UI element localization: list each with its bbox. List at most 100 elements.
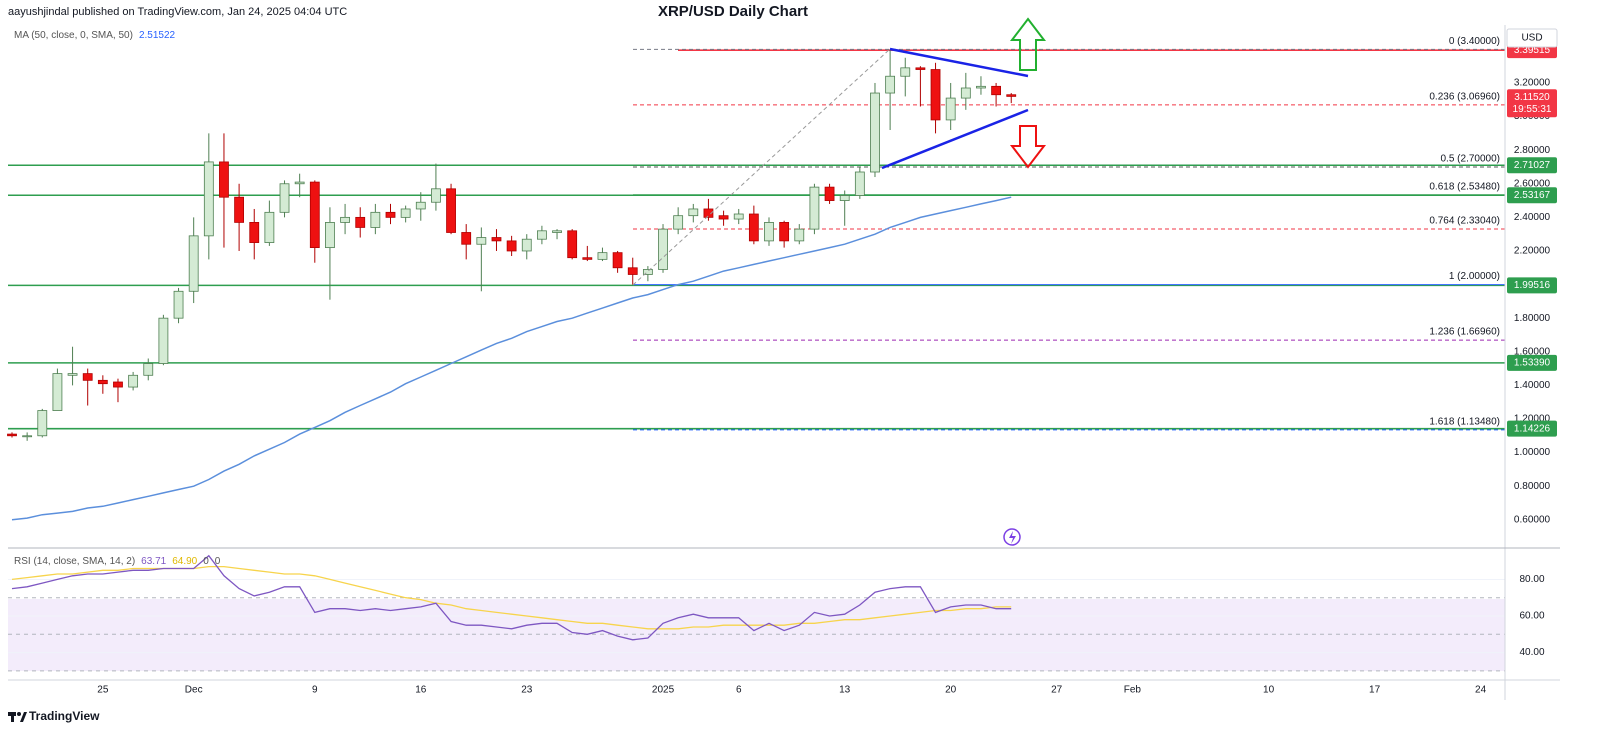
rsi-band	[8, 599, 1505, 671]
price-tag-label: 3.11520	[1514, 92, 1550, 103]
candle-body	[521, 238, 532, 252]
event-icon[interactable]	[1003, 528, 1021, 546]
fib-label: 1.618 (1.13480)	[1429, 417, 1500, 428]
candle-body	[128, 374, 139, 388]
x-tick-label: Dec	[185, 685, 203, 696]
candle-body	[52, 373, 63, 411]
candle-body	[991, 85, 1001, 96]
candle-body	[355, 216, 366, 228]
price-tag-label: 3.39515	[1514, 45, 1551, 56]
price-tag	[1507, 420, 1557, 437]
candle-body	[703, 208, 714, 218]
candle-body	[476, 237, 487, 245]
published-note: aayushjindal published on TradingView.co…	[8, 6, 347, 18]
y-tick-label: 0.60000	[1514, 514, 1551, 525]
candle-body	[658, 228, 668, 270]
x-tick-label: Feb	[1124, 685, 1142, 696]
ma-line	[11, 196, 1012, 521]
countdown: 19:55:31	[1513, 104, 1552, 115]
rsi-line	[11, 554, 1012, 641]
price-tag	[1507, 157, 1557, 174]
candle-body	[885, 75, 896, 94]
candle-body	[642, 269, 653, 275]
price-tag-label: 1.99516	[1514, 280, 1551, 291]
candle-body	[113, 381, 123, 388]
ma-value: 2.51522	[139, 30, 176, 41]
candle-body	[431, 188, 441, 203]
x-tick-label: 23	[521, 685, 533, 696]
candle-body	[809, 186, 820, 230]
candle-body	[688, 208, 699, 217]
y-tick-label: 2.20000	[1514, 246, 1551, 257]
price-tag-label: 2.71027	[1514, 160, 1551, 171]
y-tick-label: 1.00000	[1514, 447, 1551, 458]
candle-body	[325, 222, 335, 249]
y-tick-label: 1.80000	[1514, 313, 1551, 324]
candle-body	[279, 183, 290, 213]
candle-body	[552, 230, 562, 233]
currency: USD	[1521, 33, 1542, 44]
arrow-down	[1009, 125, 1047, 169]
candle-body	[173, 290, 184, 319]
candle-body	[294, 181, 305, 185]
candle-body	[143, 363, 154, 376]
x-tick-label: 2025	[652, 685, 675, 696]
candle-body	[446, 188, 456, 233]
candle-body	[733, 213, 744, 220]
candle-body	[537, 230, 547, 240]
candle-body	[37, 410, 48, 437]
fib-label: 0.764 (2.33040)	[1429, 216, 1500, 227]
candle-body	[506, 240, 517, 252]
price-tag-label: 2.53167	[1514, 190, 1551, 201]
rsi-tick-label: 40.00	[1519, 647, 1544, 658]
candle-body	[309, 181, 320, 249]
price-tag	[1507, 277, 1557, 294]
candle-body	[930, 69, 941, 121]
candle-body	[491, 237, 502, 242]
candle-body	[370, 211, 381, 228]
y-tick-label: 2.40000	[1514, 212, 1551, 223]
candle-body	[188, 235, 199, 292]
candle-body	[7, 433, 17, 437]
candle-body	[1006, 94, 1017, 97]
fib-label: 1.236 (1.66960)	[1429, 327, 1500, 338]
candle-body	[794, 228, 805, 242]
y-tick-label: 1.40000	[1514, 380, 1551, 391]
x-tick-label: 13	[839, 685, 851, 696]
candle-body	[854, 171, 865, 196]
candle-body	[234, 196, 245, 223]
y-tick-label: 1.20000	[1514, 414, 1551, 425]
rsi-name: RSI (14, close, SMA, 14, 2)	[14, 556, 135, 567]
y-tick-label: 0.80000	[1514, 481, 1551, 492]
rsi-extra: 0	[215, 556, 221, 567]
x-tick-label: 10	[1263, 685, 1275, 696]
rsi-extra: 0	[203, 556, 209, 567]
price-tag	[1507, 187, 1557, 204]
chart-title: XRP/USD Daily Chart	[658, 3, 808, 20]
brand-logo	[8, 712, 27, 722]
fib-diagonal	[632, 48, 891, 286]
y-tick-label: 1.60000	[1514, 346, 1551, 357]
rsi-tick-label: 80.00	[1519, 574, 1544, 585]
candle-body	[764, 222, 774, 242]
candle-body	[219, 161, 229, 198]
candle-body	[960, 87, 971, 99]
y-tick-label: 2.80000	[1514, 145, 1551, 156]
candle-body	[67, 373, 78, 376]
candle-body	[82, 373, 93, 381]
candle-body	[945, 97, 956, 121]
x-tick-label: 25	[97, 685, 109, 696]
y-tick-label: 3.20000	[1514, 78, 1551, 89]
candle-body	[461, 232, 472, 245]
candle-body	[97, 379, 108, 385]
ma-legend: MA (50, close, 0, SMA, 50) 2.51522	[14, 30, 176, 41]
currency-box[interactable]	[1506, 28, 1558, 48]
candle-body	[839, 195, 850, 201]
event-icon-bolt	[1009, 531, 1016, 544]
x-tick-label: 6	[736, 685, 742, 696]
candle-body	[340, 216, 350, 223]
candle-body	[400, 208, 411, 218]
x-tick-label: 17	[1369, 685, 1381, 696]
candle-body	[915, 67, 926, 70]
